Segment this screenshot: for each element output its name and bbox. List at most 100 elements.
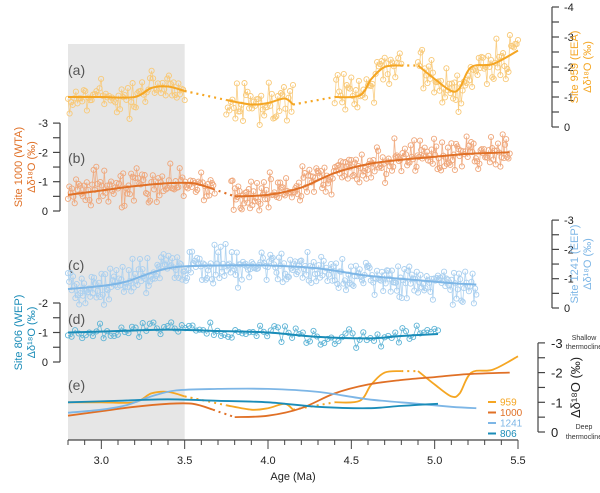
data-point (345, 84, 352, 91)
data-point (137, 88, 144, 95)
data-point (203, 193, 210, 200)
data-point (402, 151, 410, 158)
data-point (98, 270, 105, 277)
data-point (458, 100, 465, 107)
data-point (75, 180, 82, 188)
data-point (82, 88, 89, 95)
data-point (392, 74, 399, 81)
data-point (278, 250, 285, 257)
y-tick-label: 0 (564, 303, 570, 315)
y-tick-label: -2 (38, 298, 48, 310)
data-point (469, 270, 476, 277)
data-point (371, 168, 378, 175)
data-point (454, 143, 461, 150)
smoothed-gap-a (292, 95, 335, 106)
y-tick-label: -2 (38, 147, 48, 159)
data-point (412, 167, 419, 174)
x-tick-label: 4.0 (260, 455, 275, 467)
raw-series-c (64, 240, 480, 308)
data-point (401, 145, 408, 152)
data-point (236, 187, 243, 195)
data-point (93, 163, 100, 170)
data-point (372, 70, 379, 77)
data-point (299, 163, 306, 170)
data-point (126, 191, 133, 198)
smoothed-line-c (67, 264, 477, 290)
data-point (223, 111, 230, 118)
data-point (124, 84, 131, 92)
data-point (339, 99, 346, 106)
data-point (79, 292, 86, 299)
data-point (157, 331, 164, 338)
data-point (279, 184, 286, 191)
data-point (384, 71, 391, 78)
data-point (380, 287, 387, 295)
data-point (246, 105, 253, 112)
data-point (448, 80, 455, 87)
data-point (430, 135, 438, 142)
data-point (231, 185, 238, 192)
smoothed-gap-b (212, 187, 236, 198)
data-point (274, 276, 281, 283)
data-point (326, 177, 333, 184)
data-point (173, 94, 180, 101)
smoothed-gap-a (184, 89, 227, 102)
data-point (227, 269, 234, 276)
data-point (93, 294, 100, 301)
data-point (296, 197, 304, 204)
y-tick-label: -2 (551, 366, 563, 381)
data-point (258, 92, 265, 99)
data-point (276, 194, 283, 201)
data-point (77, 95, 84, 102)
data-point (441, 268, 448, 275)
data-point (273, 269, 280, 276)
data-point (151, 186, 158, 193)
data-point (388, 267, 395, 274)
data-point (207, 319, 214, 326)
data-point (122, 283, 129, 290)
data-point (265, 204, 272, 211)
data-point (356, 179, 363, 186)
data-point (97, 178, 104, 186)
data-point (142, 190, 150, 197)
data-point (141, 275, 149, 282)
data-point (229, 177, 236, 184)
y-tick-label: 0 (42, 206, 48, 218)
data-point (264, 195, 271, 203)
data-point (472, 155, 479, 162)
data-point (253, 179, 261, 187)
data-point (185, 322, 193, 329)
data-point (345, 156, 353, 163)
data-point (241, 80, 248, 87)
smoothed-line-d (67, 328, 439, 340)
data-point (138, 171, 146, 178)
data-point (233, 249, 240, 256)
data-point (210, 280, 217, 287)
data-point (107, 265, 114, 272)
data-point (273, 113, 280, 120)
data-point (349, 281, 356, 288)
data-point (242, 260, 249, 267)
smoothed-line-b (234, 151, 510, 198)
data-point (88, 273, 95, 280)
data-point (283, 175, 290, 182)
data-point (73, 176, 80, 183)
data-point (260, 179, 267, 186)
panel-label-b: (b) (68, 150, 85, 166)
data-point (136, 333, 143, 340)
data-point (459, 87, 466, 94)
summary-line-959 (417, 355, 519, 398)
data-point (82, 197, 89, 204)
data-point (263, 186, 270, 193)
data-point (451, 166, 458, 174)
data-point (496, 53, 503, 60)
data-point (411, 137, 418, 144)
data-point (337, 92, 344, 99)
data-point (105, 296, 113, 303)
data-point (375, 147, 382, 154)
data-point (448, 140, 455, 147)
data-point (502, 76, 509, 83)
panel-d: -2 -1 0 Site 806 (WEP) Δδ¹⁸O (‰) (d) (13, 295, 442, 370)
data-point (490, 156, 497, 163)
data-point (114, 331, 121, 338)
